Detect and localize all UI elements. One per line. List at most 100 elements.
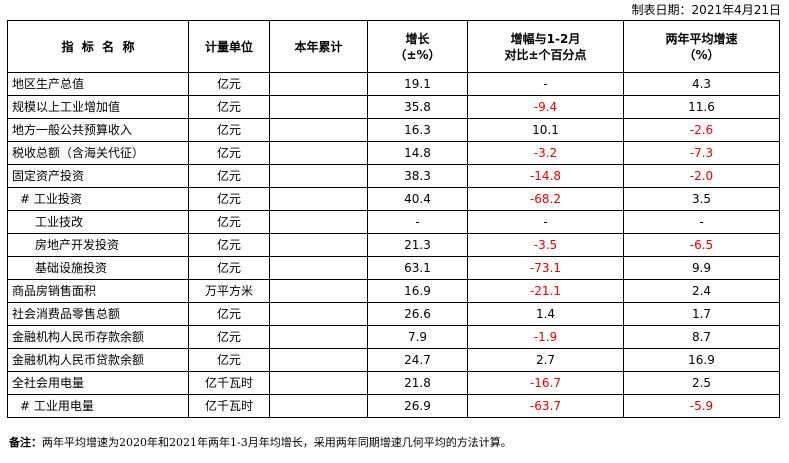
table-row: # 工业投资亿元21.240.4-68.23.5 — [7, 187, 780, 211]
statistics-table: 指 标 名 称 计量单位 本年累计 增长 （±%） 增幅与1-2月 对比±个百分… — [7, 20, 780, 418]
row-avg: 2.4 — [623, 279, 780, 303]
header-compare-line2: 对比±个百分点 — [504, 47, 587, 62]
row-cumulative: 434.9 — [269, 348, 368, 372]
row-name: 税收总额（含海关代征） — [7, 141, 189, 165]
table-row: 金融机构人民币存款余额亿元532.27.9-1.98.7 — [7, 325, 780, 349]
row-growth: 19.1 — [367, 72, 468, 96]
row-name: 规模以上工业增加值 — [7, 95, 189, 119]
row-compare: -3.5 — [467, 233, 624, 257]
row-growth: 24.7 — [367, 348, 468, 372]
row-unit: 亿元 — [188, 141, 270, 165]
header-growth: 增长 （±%） — [367, 20, 468, 73]
header-name: 指 标 名 称 — [7, 20, 189, 73]
header-avg-line1: 两年平均增速 — [665, 31, 738, 46]
table-row: 社会消费品零售总额亿元99.926.61.41.7 — [7, 302, 780, 326]
row-name: 固定资产投资 — [7, 164, 189, 188]
row-compare: - — [467, 210, 624, 234]
row-cumulative: 34.6 — [269, 279, 368, 303]
row-cumulative: 141.7 — [269, 72, 368, 96]
row-growth: - — [367, 210, 468, 234]
row-avg: 11.6 — [623, 95, 780, 119]
row-unit: 万平方米 — [188, 279, 270, 303]
row-name: 基础设施投资 — [7, 256, 189, 280]
row-unit: 亿元 — [188, 210, 270, 234]
header-cumulative: 本年累计 — [269, 20, 368, 73]
table-row: 税收总额（含海关代征）亿元11.714.8-3.2-7.3 — [7, 141, 780, 165]
table-row: # 工业用电量亿千瓦时3.926.9-63.7-5.9 — [7, 394, 780, 418]
table-date: 制表日期：2021年4月21日 — [631, 3, 781, 17]
row-compare: -14.8 — [467, 164, 624, 188]
row-compare: 10.1 — [467, 118, 624, 142]
row-compare: -73.1 — [467, 256, 624, 280]
row-growth: 14.8 — [367, 141, 468, 165]
row-avg: 3.5 — [623, 187, 780, 211]
row-growth: 38.3 — [367, 164, 468, 188]
row-growth: 26.6 — [367, 302, 468, 326]
header-compare: 增幅与1-2月 对比±个百分点 — [467, 20, 624, 73]
header-unit: 计量单位 — [188, 20, 270, 73]
row-name: 全社会用电量 — [7, 371, 189, 395]
row-name: 金融机构人民币存款余额 — [7, 325, 189, 349]
table-row: 地区生产总值亿元141.719.1-4.3 — [7, 72, 780, 96]
table-row: 房地产开发投资亿元32.021.3-3.5-6.5 — [7, 233, 780, 257]
row-cumulative: 8.4 — [269, 371, 368, 395]
table-row: 规模以上工业增加值亿元17.635.8-9.411.6 — [7, 95, 780, 119]
row-name: 商品房销售面积 — [7, 279, 189, 303]
row-compare: -3.2 — [467, 141, 624, 165]
row-compare: 2.7 — [467, 348, 624, 372]
row-growth: 21.8 — [367, 371, 468, 395]
row-name: 工业技改 — [7, 210, 189, 234]
row-unit: 亿元 — [188, 187, 270, 211]
row-unit: 亿元 — [188, 325, 270, 349]
row-compare: -21.1 — [467, 279, 624, 303]
row-unit: 亿元 — [188, 118, 270, 142]
row-unit: 亿元 — [188, 348, 270, 372]
table-row: 固定资产投资亿元68.538.3-14.8-2.0 — [7, 164, 780, 188]
row-unit: 亿元 — [188, 256, 270, 280]
footnote-label: 备注： — [9, 436, 42, 449]
table-row: 地方一般公共预算收入亿元8.616.310.1-2.6 — [7, 118, 780, 142]
row-compare: -9.4 — [467, 95, 624, 119]
footnote-text: 两年平均增速为2020年和2021年两年1-3月年均增长，采用两年同期增速几何平… — [42, 436, 512, 449]
header-compare-line1: 增幅与1-2月 — [510, 31, 581, 46]
row-name: # 工业用电量 — [7, 394, 189, 418]
row-name: 社会消费品零售总额 — [7, 302, 189, 326]
row-compare: -63.7 — [467, 394, 624, 418]
table-row: 全社会用电量亿千瓦时8.421.8-16.72.5 — [7, 371, 780, 395]
row-cumulative: 26.9 — [269, 256, 368, 280]
table-row: 商品房销售面积万平方米34.616.9-21.12.4 — [7, 279, 780, 303]
footnote: 备注：两年平均增速为2020年和2021年两年1-3月年均增长，采用两年同期增速… — [9, 436, 512, 450]
row-growth: 16.9 — [367, 279, 468, 303]
row-avg: -5.9 — [623, 394, 780, 418]
row-unit: 亿元 — [188, 164, 270, 188]
row-avg: -2.0 — [623, 164, 780, 188]
table-row: 金融机构人民币贷款余额亿元434.924.72.716.9 — [7, 348, 780, 372]
row-avg: 16.9 — [623, 348, 780, 372]
row-avg: 8.7 — [623, 325, 780, 349]
row-avg: 1.7 — [623, 302, 780, 326]
row-growth: 7.9 — [367, 325, 468, 349]
row-growth: 63.1 — [367, 256, 468, 280]
row-cumulative: 99.9 — [269, 302, 368, 326]
row-compare: -68.2 — [467, 187, 624, 211]
row-name: 地方一般公共预算收入 — [7, 118, 189, 142]
row-cumulative: 3.9 — [269, 394, 368, 418]
header-growth-line1: 增长 — [405, 31, 430, 46]
table-header-row: 指 标 名 称 计量单位 本年累计 增长 （±%） 增幅与1-2月 对比±个百分… — [7, 20, 780, 73]
row-cumulative: 11.7 — [269, 141, 368, 165]
header-avg: 两年平均增速 （%） — [623, 20, 780, 73]
row-avg: -7.3 — [623, 141, 780, 165]
row-compare: 1.4 — [467, 302, 624, 326]
table-row: 基础设施投资亿元26.963.1-73.19.9 — [7, 256, 780, 280]
row-compare: -16.7 — [467, 371, 624, 395]
row-growth: 16.3 — [367, 118, 468, 142]
row-unit: 亿元 — [188, 95, 270, 119]
row-avg: 9.9 — [623, 256, 780, 280]
row-cumulative: 68.5 — [269, 164, 368, 188]
row-growth: 26.9 — [367, 394, 468, 418]
row-cumulative: 8.6 — [269, 118, 368, 142]
row-unit: 亿元 — [188, 72, 270, 96]
header-avg-line2: （%） — [683, 47, 720, 62]
row-compare: - — [467, 72, 624, 96]
row-unit: 亿千瓦时 — [188, 394, 270, 418]
